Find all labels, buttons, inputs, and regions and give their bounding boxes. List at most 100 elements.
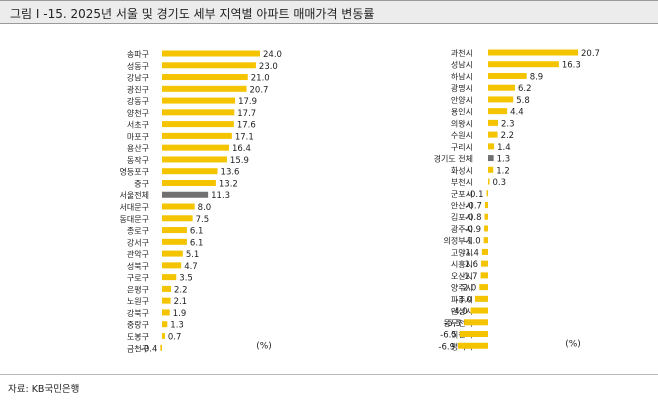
value-label: 17.1 [235, 132, 254, 142]
bar [488, 119, 498, 126]
category-label: 성동구 [127, 62, 149, 71]
bar [162, 262, 182, 269]
value-label: 20.7 [250, 85, 269, 95]
category-label: 동작구 [127, 155, 149, 165]
category-label: 관악구 [127, 249, 149, 259]
bar [481, 260, 488, 267]
bar [162, 168, 218, 175]
category-label: 금천구 [127, 343, 149, 353]
category-label: 과천시 [451, 48, 473, 58]
bar [160, 344, 162, 351]
value-label: 21.0 [251, 74, 270, 84]
value-label: 4.4 [510, 108, 524, 118]
bar [162, 250, 183, 257]
bar [483, 237, 488, 244]
category-label: 구리시 [451, 143, 473, 152]
value-label: -0.7 [465, 201, 482, 211]
value-label: -1.7 [461, 272, 478, 282]
category-label: 서대문구 [120, 203, 149, 212]
bar [488, 131, 498, 138]
category-label: 구로구 [127, 274, 149, 283]
bar [162, 274, 177, 281]
bar [162, 179, 216, 186]
value-label: 7.5 [196, 215, 210, 225]
value-label: -1.4 [462, 248, 479, 258]
unit-label: (%) [565, 339, 581, 349]
figure-title-bar: 그림 I -15. 2025년 서울 및 경기도 세부 지역별 아파트 매매가격… [0, 0, 658, 24]
bar [488, 96, 514, 103]
value-label: -6.9 [438, 342, 455, 352]
category-label: 수원시 [451, 131, 473, 140]
value-label: 1.4 [497, 143, 511, 153]
category-label: 광진구 [127, 84, 149, 94]
bar [481, 248, 488, 255]
bar [488, 155, 494, 162]
value-label: -2.0 [460, 284, 477, 294]
bar [162, 238, 187, 245]
value-label: 15.9 [230, 156, 249, 166]
bar [162, 227, 187, 234]
category-label: 하남시 [451, 71, 473, 81]
value-label: -5.5 [444, 319, 461, 329]
bar [488, 84, 515, 91]
bar [162, 85, 247, 92]
category-label: 은평구 [127, 284, 149, 294]
value-label: -1.6 [461, 260, 478, 270]
category-label: 광명시 [451, 83, 473, 93]
value-label: 1.3 [497, 155, 511, 165]
category-label: 고양시 [451, 248, 473, 257]
category-label: 군포시 [451, 190, 473, 199]
category-label: 동대문구 [120, 215, 149, 224]
value-label: -0.9 [464, 225, 481, 235]
bar [162, 132, 232, 139]
value-label: 8.9 [530, 72, 544, 82]
value-label: 4.7 [184, 262, 198, 272]
category-label: 양주시 [451, 284, 473, 293]
value-label: 17.9 [238, 97, 257, 107]
bar [162, 285, 171, 292]
value-label: 23.0 [259, 62, 278, 72]
category-label: 강북구 [127, 308, 149, 318]
bar [162, 121, 234, 128]
bar [162, 215, 193, 222]
bar [488, 49, 578, 56]
bar [162, 109, 235, 116]
value-label: -4.0 [451, 307, 468, 317]
value-label: 2.2 [501, 131, 515, 141]
bar [486, 190, 488, 197]
category-label: 서울전체 [120, 190, 149, 200]
category-label: 의왕시 [451, 118, 473, 128]
category-label: 성남시 [451, 61, 473, 70]
bar [464, 319, 488, 326]
category-label: 경기도 전체 [434, 154, 473, 164]
value-label: 1.9 [173, 309, 187, 319]
value-label: 3.5 [179, 274, 193, 284]
bar [162, 62, 256, 69]
value-label: 13.6 [221, 168, 240, 178]
value-label: 5.1 [186, 250, 200, 260]
category-label: 부천시 [451, 177, 473, 187]
category-label: 안성시 [451, 306, 473, 316]
bar [488, 178, 490, 185]
value-label: 16.4 [232, 144, 251, 154]
category-label: 용인시 [451, 107, 473, 117]
category-label: 영등포구 [120, 167, 149, 177]
bar [488, 166, 494, 173]
bar [162, 203, 195, 210]
value-label: -0.4 [141, 344, 158, 354]
category-label: 오산시 [451, 271, 473, 281]
bar [480, 272, 488, 279]
category-label: 안양시 [451, 95, 473, 105]
value-label: -3.0 [455, 295, 472, 305]
value-label: 6.1 [190, 238, 204, 248]
bar [470, 307, 488, 314]
category-label: 강동구 [127, 96, 149, 106]
value-label: 13.2 [219, 179, 238, 189]
seoul-bar-chart: 송파구 24.0 성동구 23.0 강남구 21.0 광진구 20.7 강동구 17.9 양천구 17… [120, 50, 282, 354]
category-label: 시흥시 [451, 259, 473, 269]
category-label: 노원구 [127, 297, 149, 306]
category-label: 강서구 [127, 237, 149, 247]
value-label: 11.3 [211, 191, 230, 201]
value-label: -1.0 [464, 237, 481, 247]
bar [484, 225, 488, 232]
